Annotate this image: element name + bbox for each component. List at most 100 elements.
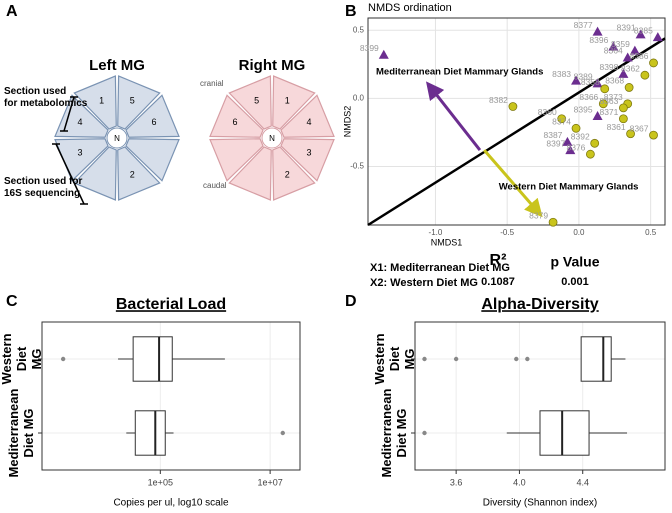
- x-tick-label: 0.5: [645, 228, 657, 237]
- gland-section: [125, 94, 180, 138]
- point: [585, 149, 595, 159]
- y-axis-label: NMDS2: [342, 106, 352, 138]
- annotation: Section used for metabolomics: [4, 86, 88, 109]
- gland-section: [117, 75, 161, 130]
- point: [508, 102, 518, 111]
- point: [652, 32, 663, 42]
- point: [548, 217, 558, 227]
- point: [608, 41, 619, 51]
- outlier: [280, 430, 285, 436]
- y-tick-label: -0.5: [350, 162, 364, 171]
- nipple: [106, 127, 128, 149]
- gland-section: [117, 146, 161, 201]
- chart-title: NMDS ordination: [368, 2, 452, 14]
- y-tick-label: Western Diet MG: [0, 333, 44, 385]
- panel-letter: B: [345, 3, 357, 20]
- plot-border: [41, 321, 301, 471]
- gland-section: [209, 94, 264, 138]
- point-label: 8374: [552, 117, 571, 127]
- section-label: 2: [285, 169, 290, 179]
- point: [629, 45, 640, 55]
- y-tick-label: Western Diet MG: [371, 333, 417, 385]
- arrow: [483, 149, 543, 218]
- point: [590, 138, 600, 148]
- x-tick-label: 4.4: [576, 477, 589, 487]
- stat-label: p Value: [550, 254, 599, 270]
- plot-border: [367, 17, 666, 226]
- center-label: N: [114, 134, 120, 143]
- point: [624, 83, 634, 92]
- panel-letter: C: [6, 293, 18, 310]
- section-label: 6: [151, 117, 156, 127]
- x-tick-label: 1e+05: [148, 477, 173, 487]
- orientation-label: caudal: [203, 181, 227, 190]
- point-label: 8389: [574, 72, 593, 82]
- outlier: [60, 356, 66, 362]
- y-tick-label: 0.0: [353, 93, 365, 102]
- x-tick-label: -0.5: [500, 228, 514, 237]
- gland-section: [228, 75, 272, 130]
- point-label: 8377: [574, 20, 593, 30]
- gland-title: Right MG: [239, 57, 306, 74]
- y-tick-label: Mediterranean Diet MG: [379, 388, 409, 478]
- point: [618, 114, 628, 124]
- outlier: [453, 356, 459, 362]
- point: [622, 52, 633, 62]
- y-tick-label: Mediterranean Diet MG: [6, 388, 36, 478]
- point-label: 8360: [538, 107, 557, 117]
- chart-title: Bacterial Load: [116, 296, 226, 313]
- panel-letter: A: [6, 3, 18, 20]
- stat-value: 0.001: [561, 276, 589, 288]
- gland-section: [272, 146, 316, 201]
- outlier: [422, 430, 427, 436]
- gland-section: [272, 75, 316, 130]
- legend-note: X1: Mediterranean Diet MG: [370, 262, 510, 274]
- box: [132, 336, 173, 382]
- point: [592, 78, 603, 88]
- section-label: 1: [99, 95, 104, 105]
- section-label: 4: [78, 117, 83, 127]
- section-label: 2: [130, 169, 135, 179]
- outlier: [514, 356, 519, 362]
- point: [635, 29, 646, 39]
- point: [600, 84, 610, 94]
- point: [565, 145, 576, 155]
- stat-value: 0.1087: [481, 276, 515, 288]
- point-label: 8387: [544, 130, 563, 140]
- plot-border: [414, 321, 666, 471]
- outlier: [422, 356, 427, 362]
- section-label: 3: [78, 148, 83, 158]
- bracket: [55, 143, 85, 205]
- point-label: 8363: [599, 96, 618, 106]
- gland-section: [125, 138, 180, 182]
- point: [640, 70, 650, 80]
- gland-section: [209, 138, 264, 182]
- x-tick-label: 1e+07: [257, 477, 282, 487]
- point-label: 8385: [634, 25, 653, 35]
- section-label: 4: [306, 117, 311, 127]
- stat-label: R²: [490, 252, 507, 269]
- section-label: 1: [285, 95, 290, 105]
- point: [626, 129, 635, 139]
- point-label: 8392: [571, 132, 590, 142]
- point-label: 8398: [599, 62, 618, 72]
- point: [571, 123, 581, 133]
- point-label: 8371: [599, 107, 618, 117]
- box: [134, 410, 166, 456]
- arrow-label: Mediterranean Diet Mammary Glands: [376, 67, 543, 78]
- point-label: 8379: [529, 211, 548, 221]
- point: [618, 68, 629, 78]
- point: [592, 26, 603, 36]
- point: [378, 49, 389, 59]
- point: [592, 111, 603, 121]
- point: [649, 58, 658, 68]
- point-label: 8361: [607, 122, 626, 132]
- point-label: 8376: [566, 142, 585, 152]
- point: [571, 75, 582, 85]
- chart-title: Alpha-Diversity: [481, 296, 598, 313]
- annotation: Section used for 16S sequencing: [4, 176, 83, 199]
- point: [557, 114, 567, 124]
- point-label: 8386: [630, 51, 649, 61]
- point: [562, 136, 573, 146]
